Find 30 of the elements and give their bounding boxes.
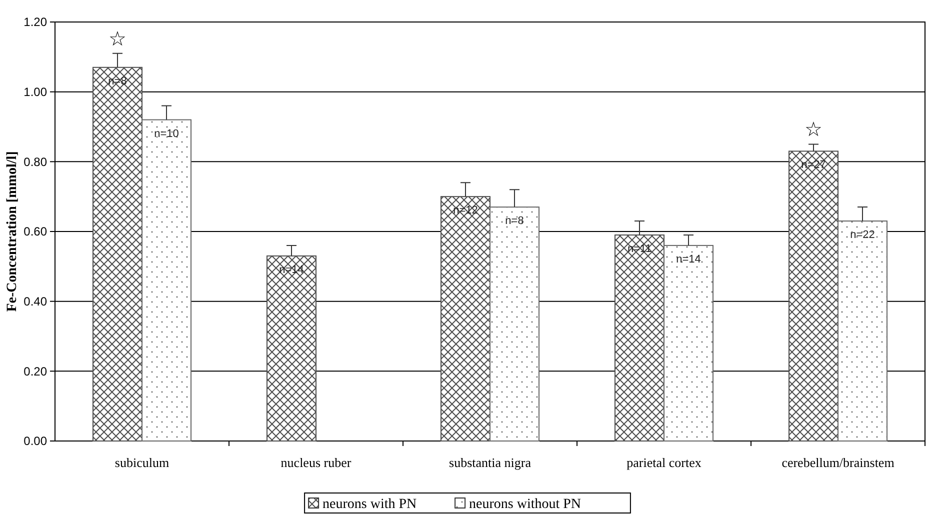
bar [614,234,664,442]
legend-label: neurons without PN [469,497,582,512]
annotation: n=10 [154,128,179,140]
y-tick-label: 0.60 [24,224,48,239]
annotation: ☆ [804,117,822,142]
bar [142,119,192,442]
annotation: ☆ [108,26,126,50]
x-tick-label: parietal cortex [626,455,702,470]
x-tick-label: nucleus ruber [280,455,352,470]
y-tick-label: 0.80 [24,154,48,169]
y-tick-label: 0.20 [24,364,48,378]
annotation: n=22 [850,229,875,242]
y-tick-label: 0.00 [24,434,48,448]
bar [490,206,540,442]
legend-label: neurons with PN [322,497,417,512]
annotation: n=14 [676,253,701,266]
x-tick-label: cerebellum/brainstem [782,455,894,470]
bar [664,244,714,442]
bar [838,220,888,442]
bar [788,150,838,442]
y-axis-title: Fe-Concentration [mmol/l] [5,151,20,312]
bar [440,196,490,442]
annotation: n=8 [505,215,524,228]
bar [92,66,142,442]
y-tick-label: 1.00 [24,85,48,100]
y-tick-label: 0.40 [24,294,48,309]
x-tick-label: substantia nigra [449,455,532,470]
y-tick-label: 1.20 [24,15,48,30]
bar [266,255,316,442]
x-tick-label: subiculum [114,455,170,470]
